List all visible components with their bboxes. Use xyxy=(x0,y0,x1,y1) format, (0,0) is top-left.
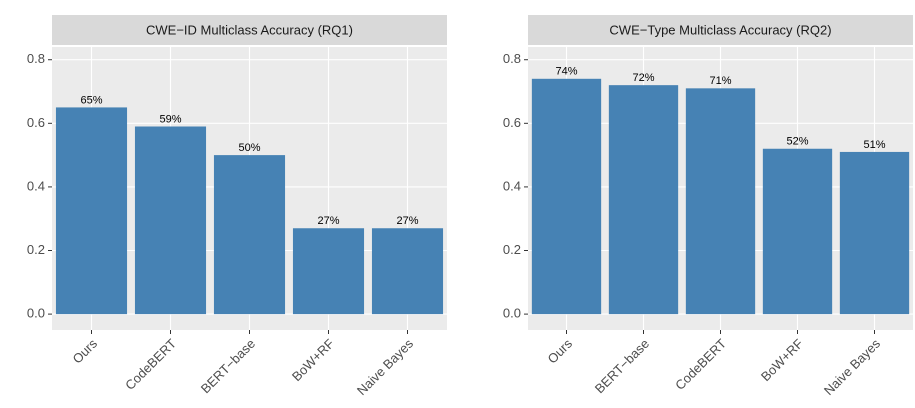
data-label: 52% xyxy=(786,136,808,148)
bar xyxy=(531,78,602,315)
y-tick-label: 0.6 xyxy=(27,115,45,130)
x-tick-label: CodeBERT xyxy=(122,336,179,393)
y-tick-label: 0.0 xyxy=(27,306,45,321)
x-tick-label: Naive Bayes xyxy=(354,336,417,399)
x-tick-label: Naive Bayes xyxy=(821,336,884,399)
x-tick-label: BERT−base xyxy=(592,336,652,396)
data-label: 50% xyxy=(238,142,260,154)
data-label: 27% xyxy=(396,215,418,227)
bar xyxy=(292,228,365,315)
y-tick-label: 0.4 xyxy=(27,178,45,193)
y-tick-label: 0.4 xyxy=(503,178,521,193)
strip xyxy=(52,15,447,45)
bar xyxy=(55,107,128,315)
y-tick-label: 0.6 xyxy=(503,115,521,130)
data-label: 59% xyxy=(159,113,181,125)
y-tick-label: 0.8 xyxy=(27,51,45,66)
bar xyxy=(213,155,286,315)
bar xyxy=(685,88,756,315)
x-tick-label: BERT−base xyxy=(198,336,258,396)
y-tick-label: 0.0 xyxy=(503,306,521,321)
data-label: 27% xyxy=(317,215,339,227)
bar xyxy=(839,151,910,315)
y-tick-label: 0.8 xyxy=(503,51,521,66)
bar xyxy=(608,85,679,315)
data-label: 74% xyxy=(555,66,577,78)
bar xyxy=(134,126,207,315)
x-tick-label: BoW+RF xyxy=(758,336,806,384)
data-label: 72% xyxy=(632,72,654,84)
x-tick-label: Ours xyxy=(70,336,101,367)
data-label: 71% xyxy=(709,75,731,87)
bar xyxy=(371,228,444,315)
bar xyxy=(762,148,833,315)
x-tick-label: Ours xyxy=(545,336,576,367)
x-tick-label: BoW+RF xyxy=(289,336,337,384)
y-tick-label: 0.2 xyxy=(503,242,521,257)
chart-title: CWE−ID Multiclass Accuracy (RQ1) xyxy=(146,22,353,37)
y-tick-label: 0.2 xyxy=(27,242,45,257)
x-tick-label: CodeBERT xyxy=(672,336,729,393)
data-label: 51% xyxy=(863,139,885,151)
strip xyxy=(528,15,913,45)
data-label: 65% xyxy=(80,94,102,106)
chart-title: CWE−Type Multiclass Accuracy (RQ2) xyxy=(609,22,831,37)
